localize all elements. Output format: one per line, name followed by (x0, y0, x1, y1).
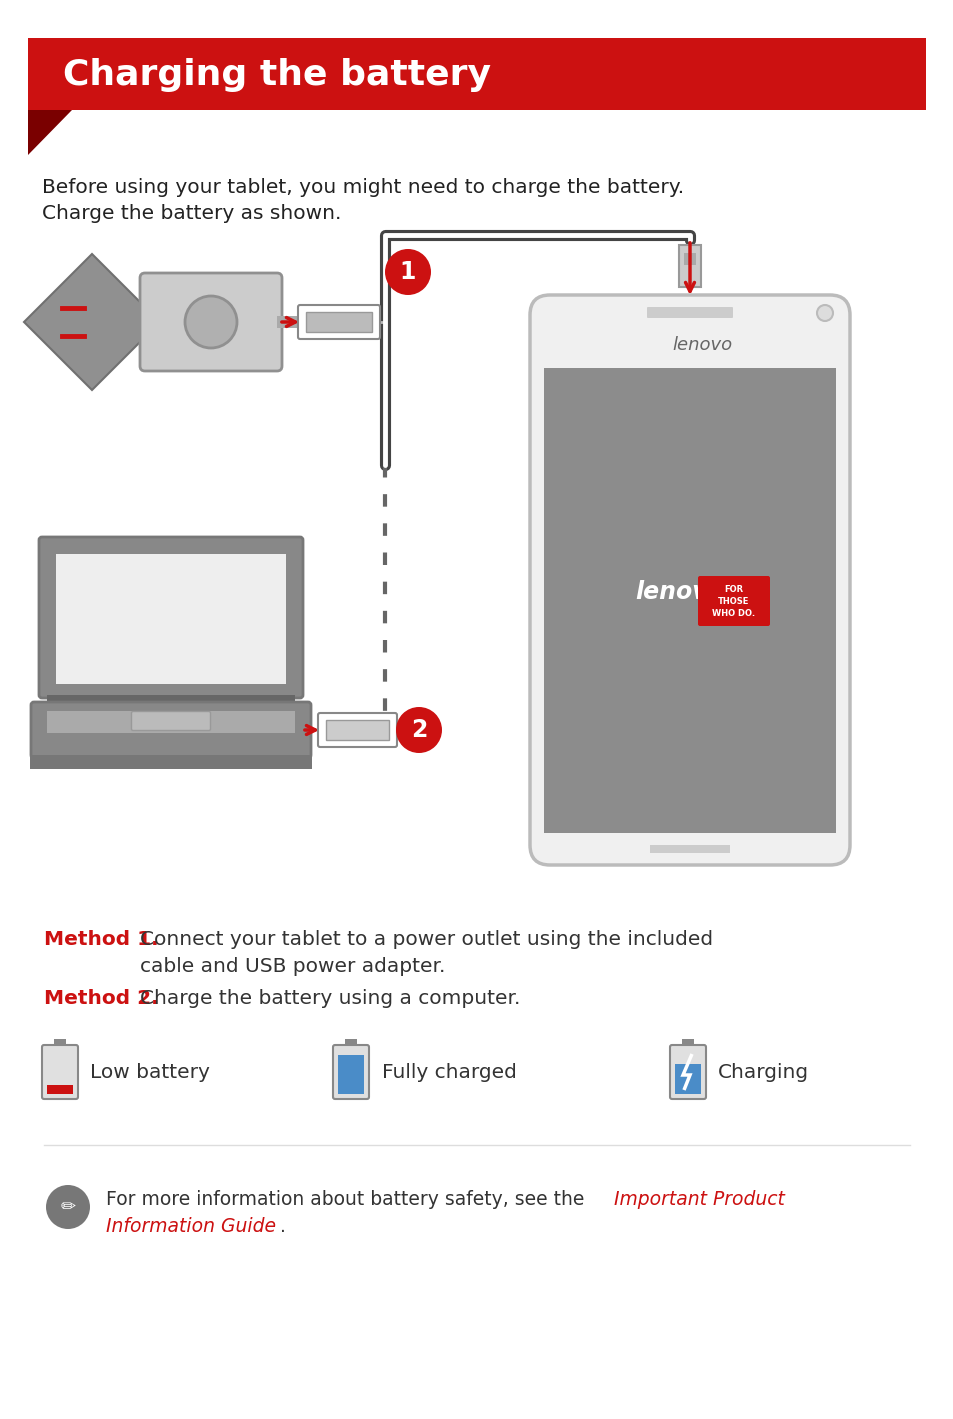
FancyBboxPatch shape (317, 712, 396, 746)
Text: Charging the battery: Charging the battery (63, 58, 491, 92)
Text: 1: 1 (399, 260, 416, 284)
Polygon shape (28, 111, 71, 155)
Text: cable and USB power adapter.: cable and USB power adapter. (140, 956, 445, 976)
Bar (47, 1086, 73, 1094)
Bar (649, 844, 729, 853)
FancyBboxPatch shape (132, 711, 211, 731)
Text: Fully charged: Fully charged (381, 1063, 517, 1081)
Text: WHO DO.: WHO DO. (712, 609, 755, 619)
Bar (276, 316, 296, 328)
Circle shape (395, 707, 441, 753)
Text: Method 2.: Method 2. (44, 989, 158, 1007)
Text: Important Product: Important Product (614, 1191, 784, 1209)
Bar (47, 695, 294, 705)
Bar (53, 1039, 67, 1049)
Text: Before using your tablet, you might need to charge the battery.: Before using your tablet, you might need… (42, 177, 683, 197)
Bar (679, 245, 700, 287)
Circle shape (385, 248, 431, 295)
Bar (30, 755, 312, 769)
Text: Low battery: Low battery (90, 1063, 210, 1081)
Bar (47, 711, 294, 734)
Text: Method 1.: Method 1. (44, 929, 158, 949)
Text: THOSE: THOSE (718, 597, 749, 606)
Bar (56, 553, 286, 684)
Circle shape (816, 305, 832, 321)
Text: ✏: ✏ (60, 1198, 75, 1216)
FancyBboxPatch shape (140, 272, 282, 370)
Bar (683, 253, 696, 265)
Text: Connect your tablet to a power outlet using the included: Connect your tablet to a power outlet us… (140, 929, 713, 949)
Text: lenovo: lenovo (635, 580, 723, 604)
Text: 2: 2 (411, 718, 427, 742)
FancyBboxPatch shape (646, 307, 732, 318)
Bar (675, 1064, 700, 1094)
FancyBboxPatch shape (297, 305, 379, 339)
FancyBboxPatch shape (30, 702, 311, 758)
Text: Charging: Charging (718, 1063, 808, 1081)
Bar (344, 1039, 357, 1049)
Circle shape (185, 297, 236, 348)
Text: Information Guide: Information Guide (106, 1218, 275, 1236)
Text: Charge the battery as shown.: Charge the battery as shown. (42, 204, 341, 223)
Bar (326, 719, 389, 739)
Bar (680, 1039, 694, 1049)
Text: Charge the battery using a computer.: Charge the battery using a computer. (140, 989, 519, 1007)
FancyBboxPatch shape (333, 1044, 369, 1098)
Text: For more information about battery safety, see the: For more information about battery safet… (106, 1191, 590, 1209)
FancyBboxPatch shape (669, 1044, 705, 1098)
Text: lenovo: lenovo (671, 336, 731, 353)
FancyBboxPatch shape (39, 536, 303, 698)
Bar (306, 312, 372, 332)
FancyBboxPatch shape (698, 576, 769, 626)
Circle shape (46, 1185, 90, 1229)
FancyBboxPatch shape (42, 1044, 78, 1098)
Text: .: . (280, 1218, 286, 1236)
Bar (337, 1054, 364, 1094)
Text: FOR: FOR (723, 585, 742, 595)
Bar (28, 38, 925, 111)
FancyBboxPatch shape (530, 295, 849, 866)
Polygon shape (24, 254, 160, 390)
Bar (543, 368, 835, 833)
